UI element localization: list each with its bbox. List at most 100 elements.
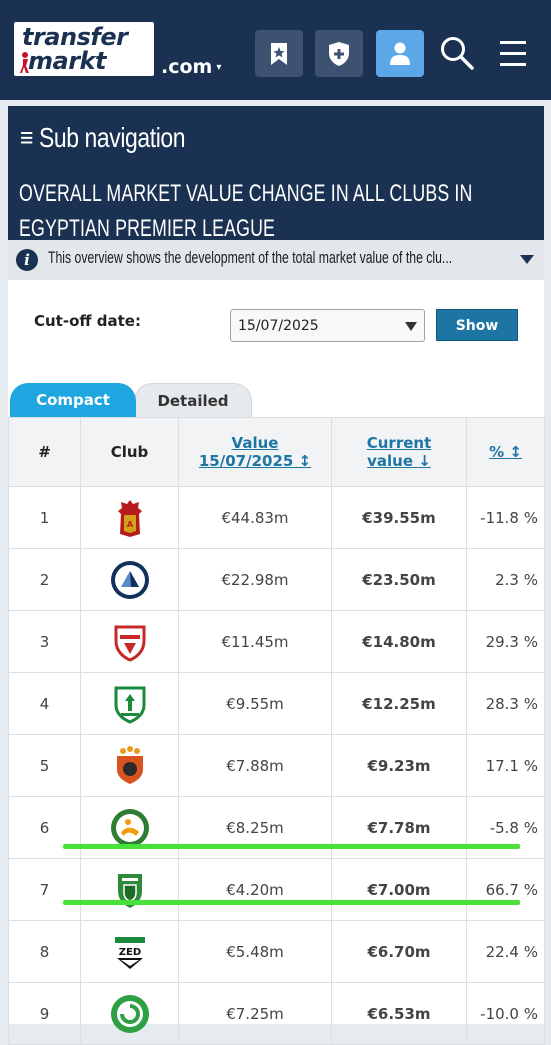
cutoff-date-value: 15/07/2025 [238, 318, 319, 334]
club-cell[interactable] [80, 672, 179, 735]
my-club-button[interactable] [315, 30, 363, 77]
col-rank-header: # [8, 417, 81, 487]
table-row: 1 A €44.83m €39.55m -11.8 % [8, 486, 545, 549]
cutoff-date-select[interactable]: 15/07/2025 [230, 309, 425, 342]
hamburger-menu-icon[interactable] [498, 40, 528, 68]
transfermarkt-logo[interactable]: transfer markt [14, 22, 154, 76]
rank-cell: 5 [8, 734, 81, 797]
al-masry-crest-icon[interactable] [109, 683, 151, 725]
rank-cell: 1 [8, 486, 81, 549]
pct-sort-link[interactable]: % ↕ [489, 443, 522, 461]
col-club-header: Club [80, 417, 179, 487]
club-cell[interactable] [80, 734, 179, 797]
player-silhouette-icon [20, 52, 29, 73]
domain-selector[interactable]: .com ▾ [161, 56, 221, 78]
club-crest-green-circle-icon[interactable] [109, 993, 151, 1035]
watchlist-button[interactable] [255, 30, 303, 77]
current-value-cell: €14.80m [331, 610, 467, 673]
rank-cell: 4 [8, 672, 81, 735]
table-row: 8 ZED €5.48m €6.70m 22.4 % [8, 920, 545, 983]
table-row: 7 €4.20m €7.00m 66.7 % [8, 858, 545, 921]
table-header-row: # Club Value 15/07/2025 ↕ Current value ↓ … [8, 417, 545, 487]
zed-fc-crest-icon[interactable]: ZED [109, 931, 151, 973]
pct-cell: 2.3 % [466, 548, 545, 611]
table-row: 5 €7.88m €9.23m 17.1 % [8, 734, 545, 797]
pct-cell: 66.7 % [466, 858, 545, 921]
caret-down-icon: ▾ [216, 62, 222, 73]
value-header-line2: 15/07/2025 [198, 452, 294, 470]
sort-updown-icon: ↕ [298, 452, 312, 470]
logo-text-line1: transfer [22, 23, 128, 51]
page-title-bar: OVERALL MARKET VALUE CHANGE IN ALL CLUBS… [8, 174, 544, 242]
page-title: OVERALL MARKET VALUE CHANGE IN ALL CLUBS… [19, 180, 473, 242]
al-ahly-crest-icon[interactable]: A [109, 497, 151, 539]
user-icon [390, 42, 410, 65]
current-header-line2: value [367, 452, 414, 470]
current-sort-link[interactable]: Current value ↓ [367, 434, 432, 470]
rank-cell: 6 [8, 796, 81, 859]
value-cell: €4.20m [178, 858, 332, 921]
select-arrow-icon [405, 322, 417, 331]
col-current-header[interactable]: Current value ↓ [331, 417, 467, 487]
value-cell: €44.83m [178, 486, 332, 549]
value-sort-link[interactable]: Value 15/07/2025 ↕ [199, 434, 311, 470]
table-row: 2 €22.98m €23.50m 2.3 % [8, 548, 545, 611]
current-value-cell: €12.25m [331, 672, 467, 735]
current-value-cell: €39.55m [331, 486, 467, 549]
expand-triangle-icon[interactable] [520, 255, 534, 264]
club-cell[interactable] [80, 610, 179, 673]
zamalek-crest-icon[interactable] [109, 621, 151, 663]
table-row: 4 €9.55m €12.25m 28.3 % [8, 672, 545, 735]
market-value-table: # Club Value 15/07/2025 ↕ Current value ↓ … [8, 417, 545, 1045]
pct-cell: -10.0 % [466, 982, 545, 1045]
svg-text:ZED: ZED [118, 947, 140, 958]
club-cell[interactable] [80, 982, 179, 1045]
current-value-cell: €6.70m [331, 920, 467, 983]
pct-cell: 22.4 % [466, 920, 545, 983]
sort-updown-icon: ↕ [509, 443, 522, 461]
top-bar: transfer markt .com ▾ [0, 0, 551, 100]
pct-header-label: % [489, 443, 505, 461]
tab-compact[interactable]: Compact [10, 383, 136, 417]
pyramids-crest-icon[interactable] [109, 559, 151, 601]
rank-cell: 7 [8, 858, 81, 921]
cutoff-date-label: Cut-off date: [34, 312, 141, 330]
highlight-line-bottom [63, 900, 520, 905]
sub-navigation-label: ≡ Sub navigation [20, 122, 186, 153]
value-cell: €7.88m [178, 734, 332, 797]
domain-label: .com [161, 56, 213, 78]
current-value-cell: €6.53m [331, 982, 467, 1045]
current-value-cell: €7.78m [331, 796, 467, 859]
ceramica-cleopatra-crest-icon[interactable] [109, 807, 151, 849]
table-row: 9 €7.25m €6.53m -10.0 % [8, 982, 545, 1045]
tab-detailed[interactable]: Detailed [134, 383, 252, 418]
club-cell[interactable] [80, 796, 179, 859]
value-header-line1: Value [231, 434, 279, 452]
club-cell[interactable] [80, 858, 179, 921]
club-cell[interactable]: A [80, 486, 179, 549]
show-button[interactable]: Show [436, 309, 518, 341]
content-panel: ≡ Sub navigation OVERALL MARKET VALUE CH… [8, 106, 545, 1045]
pct-cell: 17.1 % [466, 734, 545, 797]
current-header-line1: Current [366, 434, 432, 452]
future-fc-crest-icon[interactable] [109, 745, 151, 787]
sub-navigation-toggle[interactable]: ≡ Sub navigation [8, 106, 544, 174]
user-account-button[interactable] [376, 30, 424, 77]
col-pct-header[interactable]: % ↕ [466, 417, 545, 487]
pct-cell: 29.3 % [466, 610, 545, 673]
table-row: 3 €11.45m €14.80m 29.3 % [8, 610, 545, 673]
col-value-header[interactable]: Value 15/07/2025 ↕ [178, 417, 332, 487]
pct-cell: -5.8 % [466, 796, 545, 859]
info-box[interactable]: i This overview shows the development of… [8, 240, 544, 280]
pct-cell: 28.3 % [466, 672, 545, 735]
club-cell[interactable] [80, 548, 179, 611]
rank-cell: 2 [8, 548, 81, 611]
shield-plus-icon [329, 41, 349, 66]
rank-cell: 3 [8, 610, 81, 673]
info-icon: i [16, 249, 38, 271]
value-cell: €8.25m [178, 796, 332, 859]
pct-cell: -11.8 % [466, 486, 545, 549]
search-icon[interactable] [440, 36, 474, 70]
rank-cell: 9 [8, 982, 81, 1045]
club-cell[interactable]: ZED [80, 920, 179, 983]
